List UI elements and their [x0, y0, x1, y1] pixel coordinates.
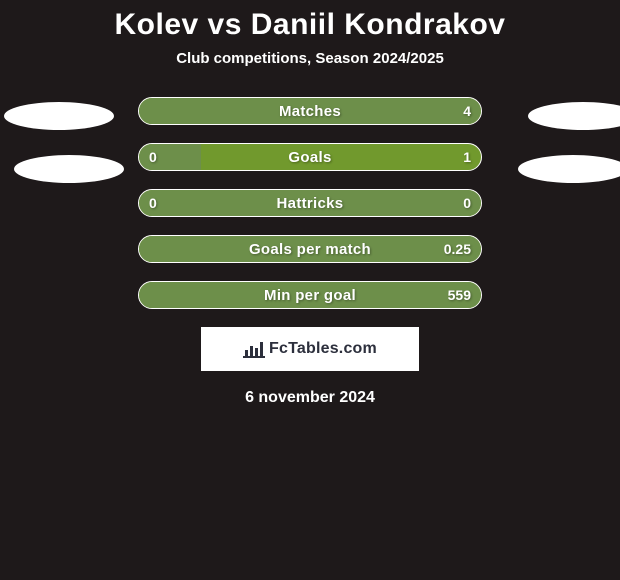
stat-row-goals-per-match: Goals per match 0.25 [138, 235, 482, 263]
stat-right-value: 1 [463, 144, 471, 170]
date-label: 6 november 2024 [0, 389, 620, 407]
page-subtitle: Club competitions, Season 2024/2025 [0, 50, 620, 67]
stat-row-hattricks: 0 Hattricks 0 [138, 189, 482, 217]
bar-chart-icon [243, 340, 265, 358]
stat-row-matches: Matches 4 [138, 97, 482, 125]
stat-label: Goals per match [139, 236, 481, 262]
stat-right-value: 0.25 [444, 236, 471, 262]
stat-row-min-per-goal: Min per goal 559 [138, 281, 482, 309]
right-ellipse-1 [528, 102, 620, 130]
stat-label: Goals [139, 144, 481, 170]
stat-label: Matches [139, 98, 481, 124]
page-title: Kolev vs Daniil Kondrakov [0, 8, 620, 42]
stat-label: Min per goal [139, 282, 481, 308]
stats-area: Matches 4 0 Goals 1 0 Hattricks 0 Goals … [0, 97, 620, 407]
brand-box: FcTables.com [201, 327, 419, 371]
left-ellipse-1 [4, 102, 114, 130]
brand-text: FcTables.com [269, 340, 377, 358]
stat-row-goals: 0 Goals 1 [138, 143, 482, 171]
stat-right-value: 0 [463, 190, 471, 216]
stat-label: Hattricks [139, 190, 481, 216]
stat-right-value: 559 [448, 282, 471, 308]
right-ellipse-2 [518, 155, 620, 183]
stat-right-value: 4 [463, 98, 471, 124]
left-ellipse-2 [14, 155, 124, 183]
